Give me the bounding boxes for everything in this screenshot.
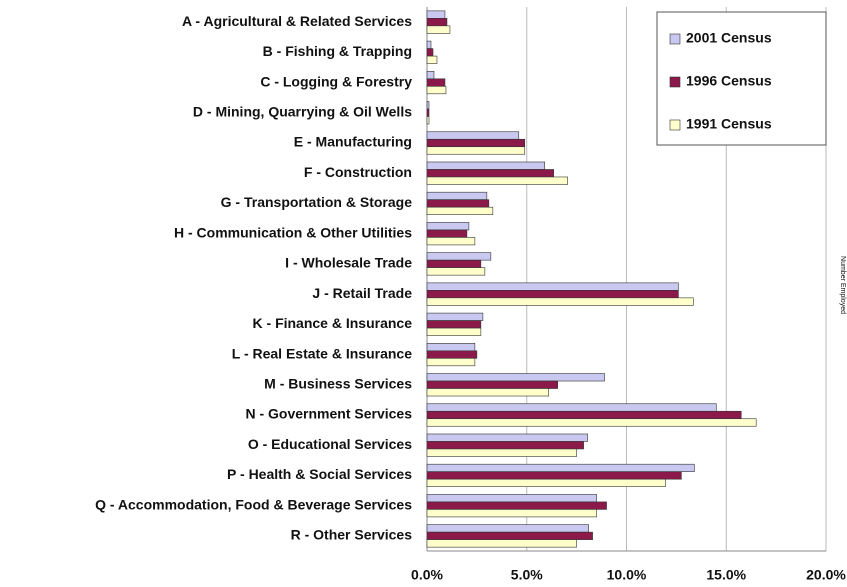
bar (426, 373, 605, 382)
y-tick-label: H - Communication & Other Utilities (174, 224, 412, 240)
bar (426, 327, 482, 336)
bar (426, 146, 526, 155)
bar (426, 312, 484, 321)
bar (426, 71, 435, 80)
side-label: Number Employed (839, 256, 846, 314)
bar (426, 471, 682, 480)
bar (426, 176, 568, 185)
bar (426, 267, 486, 276)
bar (426, 86, 447, 95)
bar (426, 448, 577, 457)
bar (426, 358, 476, 367)
y-tick-label: K - Finance & Insurance (253, 315, 413, 331)
bar (426, 524, 589, 533)
bar (426, 418, 757, 427)
bar (426, 388, 549, 397)
y-tick-label: Q - Accommodation, Food & Beverage Servi… (95, 496, 412, 512)
x-tick-label: 15.0% (706, 567, 746, 583)
bar (426, 539, 577, 548)
bar (426, 191, 488, 200)
y-tick-label: B - Fishing & Trapping (263, 43, 412, 59)
y-tick-label: G - Transportation & Storage (221, 194, 413, 210)
legend-label: 2001 Census (686, 30, 772, 46)
legend-swatch (669, 119, 681, 131)
bar (426, 463, 695, 472)
bar (426, 403, 717, 412)
bar (426, 297, 694, 306)
y-tick-label: I - Wholesale Trade (285, 255, 412, 271)
bar (426, 55, 438, 64)
legend-label: 1996 Census (686, 73, 772, 89)
bar (426, 25, 451, 34)
y-tick-label: M - Business Services (264, 375, 412, 391)
y-tick-label: P - Health & Social Services (227, 466, 412, 482)
legend-label: 1991 Census (686, 116, 772, 132)
bar (426, 40, 432, 49)
bar (426, 78, 446, 87)
y-tick-label: L - Real Estate & Insurance (232, 345, 412, 361)
x-tick-label: 5.0% (511, 567, 543, 583)
bar (426, 494, 597, 503)
bar (426, 441, 584, 450)
bar (426, 410, 742, 420)
bar (426, 169, 554, 178)
bar (426, 101, 430, 110)
bar (426, 380, 558, 389)
legend-box (656, 11, 827, 146)
bar (426, 501, 607, 510)
bar (426, 343, 476, 352)
bar (426, 222, 470, 231)
bar (426, 206, 494, 215)
y-tick-label: C - Logging & Forestry (260, 73, 412, 89)
bar (426, 48, 434, 57)
y-tick-label: E - Manufacturing (294, 134, 412, 150)
legend-swatch (669, 33, 681, 45)
x-tick-label: 10.0% (607, 567, 647, 583)
bar (426, 161, 546, 170)
y-tick-label: F - Construction (304, 164, 412, 180)
bar (426, 237, 476, 246)
bar (426, 18, 448, 27)
legend-swatch (669, 76, 681, 88)
bar (426, 350, 478, 359)
bar (426, 531, 593, 540)
bar (426, 229, 468, 238)
bar (426, 290, 679, 299)
y-tick-label: A - Agricultural & Related Services (182, 13, 412, 29)
bar (426, 282, 679, 291)
y-tick-label: D - Mining, Quarrying & Oil Wells (193, 103, 412, 119)
bar (426, 478, 666, 487)
y-tick-label: J - Retail Trade (312, 285, 412, 301)
bar (426, 252, 492, 261)
x-tick-label: 0.0% (411, 567, 443, 583)
y-tick-label: N - Government Services (245, 406, 412, 422)
bar (426, 10, 446, 19)
bar (426, 116, 430, 125)
x-tick-label: 20.0% (806, 567, 846, 583)
y-tick-label: O - Educational Services (248, 436, 412, 452)
bar (426, 108, 430, 117)
bar (426, 509, 597, 518)
bar (426, 433, 588, 442)
bar (426, 259, 482, 268)
bar (426, 320, 482, 329)
bar (426, 199, 490, 208)
bar (426, 131, 520, 140)
bar (426, 138, 526, 148)
y-tick-label: R - Other Services (291, 527, 413, 543)
